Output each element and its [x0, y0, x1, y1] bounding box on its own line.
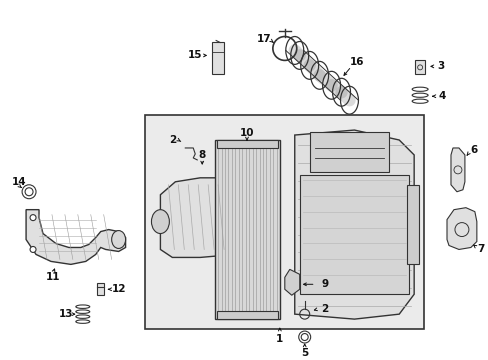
Ellipse shape [151, 210, 169, 234]
Bar [309, 132, 388, 172]
Text: 5: 5 [301, 348, 308, 358]
Text: 15: 15 [187, 50, 202, 60]
Polygon shape [26, 210, 125, 264]
Text: 16: 16 [349, 57, 364, 67]
Text: 13: 13 [59, 309, 73, 319]
Text: 14: 14 [12, 177, 26, 187]
Text: 12: 12 [111, 284, 125, 294]
Bar [217, 140, 277, 148]
Text: 6: 6 [469, 145, 476, 155]
Text: 9: 9 [321, 279, 327, 289]
Bar [299, 175, 408, 294]
Circle shape [30, 215, 36, 221]
Bar [97, 283, 104, 295]
Polygon shape [294, 130, 413, 319]
Bar [212, 42, 224, 74]
Text: 3: 3 [436, 61, 444, 71]
Text: 1: 1 [276, 334, 283, 344]
Text: 8: 8 [198, 150, 205, 160]
Text: 7: 7 [476, 244, 484, 255]
Polygon shape [446, 208, 476, 249]
Polygon shape [450, 148, 464, 192]
Polygon shape [160, 178, 240, 257]
Bar [407, 185, 418, 264]
Ellipse shape [111, 230, 125, 248]
Text: 10: 10 [239, 128, 254, 138]
Text: 11: 11 [45, 272, 60, 282]
Bar [215, 140, 279, 319]
Text: 2: 2 [320, 304, 327, 314]
Text: 4: 4 [437, 91, 445, 101]
Text: 17: 17 [256, 33, 271, 44]
Bar [414, 60, 424, 74]
Circle shape [30, 247, 36, 252]
Bar [217, 311, 277, 319]
Text: 2: 2 [168, 135, 176, 145]
Polygon shape [284, 269, 299, 295]
Bar [145, 115, 423, 329]
